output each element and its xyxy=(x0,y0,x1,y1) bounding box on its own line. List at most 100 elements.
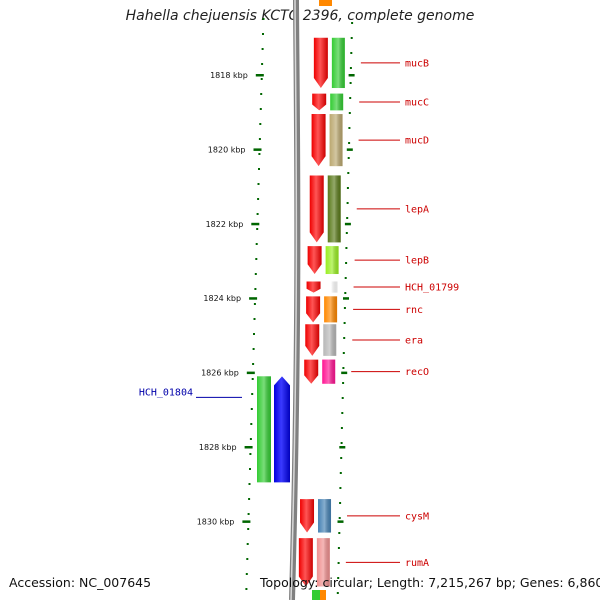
gene-HCH_01804[interactable] xyxy=(257,376,290,483)
kbp-tick-mark-right xyxy=(348,74,355,77)
gene-color-bar-gloss xyxy=(327,175,341,243)
minor-tick-right xyxy=(345,247,348,249)
minor-tick-left xyxy=(253,303,256,305)
minor-tick-right xyxy=(345,262,348,264)
gene-label[interactable]: recO xyxy=(405,367,429,378)
kbp-tick-mark-right xyxy=(344,222,351,226)
kbp-tick-label: 1818 kbp xyxy=(210,71,248,80)
gene-rumA[interactable] xyxy=(298,538,330,587)
gene-color-bar-gloss xyxy=(323,324,337,356)
gene-HCH_01799[interactable] xyxy=(306,281,338,293)
gene-arrow[interactable] xyxy=(307,246,322,275)
minor-tick-left xyxy=(249,468,251,470)
gene-arrow[interactable] xyxy=(305,324,320,356)
minor-tick-right xyxy=(342,352,345,354)
gene-label[interactable]: rumA xyxy=(405,558,429,569)
minor-tick-left xyxy=(252,348,255,350)
gene-label[interactable]: mucC xyxy=(405,97,429,108)
minor-tick-left xyxy=(262,18,265,20)
backbone-highlight xyxy=(290,0,298,600)
minor-tick-left xyxy=(251,378,254,380)
gene-mucC[interactable] xyxy=(312,93,344,111)
gene-mucD[interactable] xyxy=(311,114,343,167)
gene-label[interactable]: HCH_01799 xyxy=(405,283,459,294)
gene-arrow[interactable] xyxy=(309,175,324,243)
minor-tick-left xyxy=(255,258,258,260)
minor-tick-right xyxy=(351,22,354,24)
minor-tick-right xyxy=(350,37,353,39)
minor-tick-right xyxy=(348,112,351,114)
minor-tick-left xyxy=(262,33,264,35)
minor-tick-right xyxy=(349,97,352,99)
minor-tick-left xyxy=(261,63,264,65)
minor-tick-right xyxy=(342,382,345,384)
kbp-tick-label: 1824 kbp xyxy=(203,294,241,303)
gene-cysM[interactable] xyxy=(300,499,332,533)
kbp-tick-mark xyxy=(255,74,264,77)
kbp-tick-mark-right xyxy=(337,520,344,523)
minor-tick-left xyxy=(254,288,257,290)
gene-features xyxy=(257,0,345,600)
gene-arrow[interactable] xyxy=(300,499,315,533)
minor-tick-right xyxy=(340,457,343,459)
gene-arrow[interactable] xyxy=(274,376,290,483)
gene-arrow[interactable] xyxy=(312,93,327,111)
kbp-tick-label: 1826 kbp xyxy=(201,369,239,378)
kbp-tick-mark-right xyxy=(341,371,348,375)
gene-mucB[interactable] xyxy=(313,37,345,89)
kbp-tick-mark xyxy=(244,446,253,449)
gene-arrow[interactable] xyxy=(298,538,313,587)
minor-tick-left xyxy=(256,228,259,230)
gene-arrow[interactable] xyxy=(306,296,321,323)
gene-color-bar-gloss xyxy=(324,281,338,293)
gene-label[interactable]: cysM xyxy=(405,511,429,522)
kbp-tick-mark xyxy=(249,297,258,300)
gene-arrow[interactable] xyxy=(313,37,328,89)
kbp-tick-mark xyxy=(246,371,255,375)
minor-tick-right xyxy=(346,217,349,219)
minor-tick-left xyxy=(245,588,248,590)
minor-tick-right xyxy=(340,427,343,429)
minor-tick-right xyxy=(342,367,345,369)
minor-tick-right xyxy=(350,52,353,54)
minor-tick-left xyxy=(253,333,255,335)
gene-recO[interactable] xyxy=(304,359,336,384)
minor-tick-left xyxy=(256,213,259,215)
minor-tick-right xyxy=(344,292,347,294)
gene-color-bar-gloss xyxy=(257,376,271,483)
offscreen-bar-green xyxy=(312,590,320,600)
minor-tick-right xyxy=(341,412,344,414)
gene-label[interactable]: mucD xyxy=(405,136,429,147)
minor-tick-left xyxy=(258,168,260,170)
minor-tick-right xyxy=(336,592,339,594)
gene-lepA[interactable] xyxy=(309,175,341,243)
gene-arrow[interactable] xyxy=(304,359,319,384)
gene-label[interactable]: HCH_01804 xyxy=(139,387,193,398)
minor-tick-right xyxy=(348,142,351,144)
minor-tick-right xyxy=(344,277,347,279)
minor-tick-left xyxy=(257,198,260,200)
gene-label[interactable]: rnc xyxy=(405,305,423,316)
gene-arrow[interactable] xyxy=(306,281,321,293)
gene-label[interactable]: lepA xyxy=(405,204,429,215)
kbp-tick-label: 1830 kbp xyxy=(197,517,235,526)
backbone-line xyxy=(289,0,301,600)
kbp-tick-label: 1820 kbp xyxy=(208,145,246,154)
minor-tick-left xyxy=(260,93,263,95)
minor-tick-left xyxy=(247,513,250,515)
gene-label[interactable]: era xyxy=(405,336,423,347)
gene-lepB[interactable] xyxy=(307,246,339,275)
gene-arrow[interactable] xyxy=(311,114,326,167)
gene-era[interactable] xyxy=(305,324,337,356)
minor-tick-right xyxy=(338,532,341,534)
continuing-features xyxy=(312,0,332,600)
minor-tick-left xyxy=(248,483,251,485)
gene-label[interactable]: lepB xyxy=(405,256,429,267)
gene-label[interactable]: mucB xyxy=(405,58,429,69)
kbp-tick-mark xyxy=(242,520,251,523)
genome-summary-text: Topology: circular; Length: 7,215,267 bp… xyxy=(260,575,600,590)
minor-tick-left xyxy=(253,318,256,320)
gene-rnc[interactable] xyxy=(306,296,338,323)
